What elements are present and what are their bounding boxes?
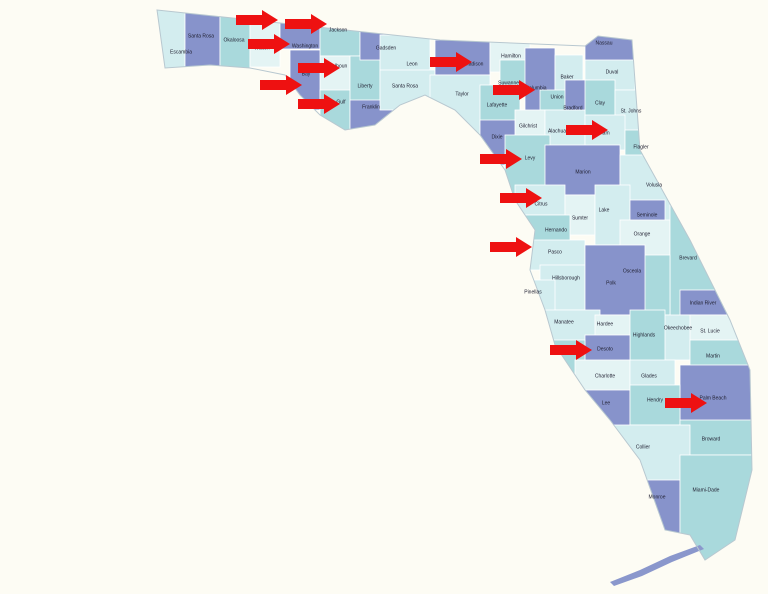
county-label: Levy	[525, 155, 536, 161]
red-arrow	[298, 58, 340, 78]
county-label: Suwannee	[498, 80, 522, 86]
county	[584, 79, 616, 121]
county-label: Okeechobee	[664, 325, 693, 331]
county-label: Escambia	[170, 49, 192, 55]
red-arrow	[248, 34, 290, 54]
county-label: Baker	[560, 74, 573, 80]
county-label: Okaloosa	[223, 37, 244, 43]
county-label: Leon	[406, 61, 417, 67]
county-label: Calhoun	[329, 63, 348, 69]
red-arrow	[236, 10, 278, 30]
county-label: Dixie	[491, 134, 502, 140]
county-label: St. Johns	[621, 108, 642, 114]
county-label: Flagler	[633, 144, 649, 150]
red-arrow	[260, 75, 302, 95]
county-label: Charlotte	[595, 373, 616, 379]
county-label: Franklin	[362, 104, 380, 110]
county-label: Jackson	[329, 27, 348, 33]
county-label: Lafayette	[487, 102, 508, 108]
county-label: Pasco	[548, 249, 562, 255]
red-arrow	[490, 237, 532, 257]
county-label: Polk	[606, 280, 616, 286]
county-label: Santa Rosa	[188, 33, 214, 39]
county-label: Martin	[706, 353, 720, 359]
county-label: Pinellas	[524, 289, 542, 295]
red-arrow	[430, 52, 472, 72]
county-label: Hardee	[597, 321, 614, 327]
county-label: Hendry	[647, 397, 664, 403]
county-label: Marion	[575, 169, 591, 175]
county-label: Taylor	[455, 91, 469, 97]
county-label: Citrus	[534, 201, 548, 207]
county-label: Broward	[702, 436, 721, 442]
red-arrow	[500, 188, 542, 208]
red-arrow	[665, 393, 707, 413]
county-label: Alachua	[548, 128, 566, 134]
red-arrow	[493, 80, 535, 100]
county	[584, 244, 646, 316]
county-label: Brevard	[679, 255, 697, 261]
county-label: Lake	[599, 207, 610, 213]
county-label: Santa Rosa	[392, 83, 418, 89]
county-label: Collier	[636, 444, 651, 450]
county	[594, 184, 631, 246]
county-label: Osceola	[623, 268, 642, 274]
county-label: Hamilton	[501, 53, 521, 59]
county-label: Bay	[302, 71, 311, 77]
state-outline	[156, 9, 753, 561]
county-label: Duval	[606, 69, 619, 75]
county-label: Monroe	[649, 494, 666, 500]
county-label: Gilchrist	[519, 123, 538, 129]
red-arrow	[480, 149, 522, 169]
county-label: St. Lucie	[700, 328, 720, 334]
keys	[610, 545, 704, 586]
county-label: Desoto	[597, 346, 613, 352]
red-arrow	[285, 14, 327, 34]
county-label: Columbia	[525, 85, 546, 91]
arrows	[236, 10, 707, 413]
county-label: Gulf	[336, 99, 346, 105]
red-arrow	[566, 120, 608, 140]
county-label: Liberty	[357, 83, 373, 89]
red-arrow	[298, 94, 340, 114]
county-label: Hillsborough	[552, 275, 580, 281]
county-label: Palm Beach	[700, 395, 727, 401]
county-label: Lee	[602, 400, 611, 406]
county-label: Union	[550, 94, 563, 100]
county-label: Gadsden	[376, 45, 397, 51]
county-label: Glades	[641, 373, 657, 379]
county-label: Highlands	[633, 332, 656, 338]
county-label: Washington	[292, 43, 318, 49]
county	[679, 419, 752, 456]
county-label: Bradford	[563, 105, 582, 111]
county-label: Orange	[634, 231, 651, 237]
red-arrow	[550, 340, 592, 360]
county-label: Nassau	[596, 40, 613, 46]
county-label: Volusia	[646, 182, 662, 188]
county-label: Miami-Dade	[693, 487, 720, 493]
county-label: Clay	[595, 100, 606, 106]
county-shapes	[157, 10, 752, 560]
county-label: Sumter	[572, 215, 588, 221]
county-label: Seminole	[637, 212, 658, 218]
county-label: Hernando	[545, 227, 567, 233]
county-label: Indian River	[690, 300, 717, 306]
county-label: Madison	[465, 61, 484, 67]
county-label: Manatee	[554, 319, 574, 325]
